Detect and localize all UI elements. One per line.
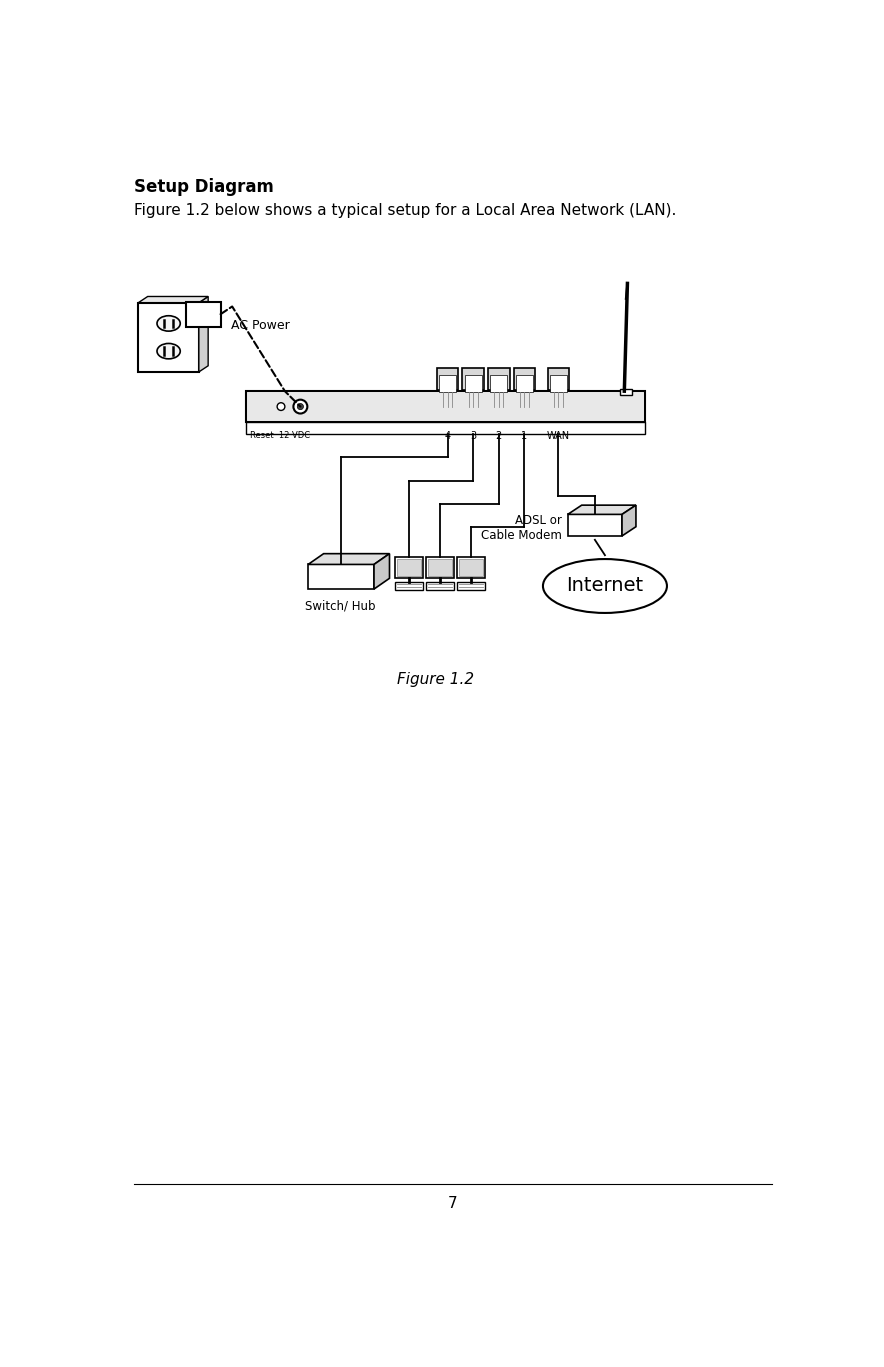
- Polygon shape: [374, 554, 390, 589]
- Text: Setup Diagram: Setup Diagram: [133, 178, 274, 195]
- Text: Switch/ Hub: Switch/ Hub: [306, 600, 376, 612]
- Bar: [547, 368, 569, 390]
- Text: Figure 1.2 below shows a typical setup for a Local Area Network (LAN).: Figure 1.2 below shows a typical setup f…: [133, 202, 676, 217]
- Circle shape: [293, 399, 308, 414]
- Bar: [187, 302, 221, 327]
- Bar: [246, 391, 645, 422]
- Bar: [516, 375, 533, 392]
- Text: Reset  12 VDC: Reset 12 VDC: [250, 431, 310, 440]
- Bar: [397, 559, 421, 576]
- Circle shape: [277, 403, 285, 410]
- Circle shape: [297, 403, 303, 410]
- Text: Internet: Internet: [567, 577, 644, 596]
- Bar: [462, 368, 484, 390]
- Bar: [457, 556, 484, 578]
- Text: ADSL or
Cable Modem: ADSL or Cable Modem: [481, 514, 561, 543]
- Text: Figure 1.2: Figure 1.2: [398, 673, 475, 688]
- Bar: [428, 559, 452, 576]
- Bar: [550, 375, 567, 392]
- Polygon shape: [622, 506, 636, 536]
- Polygon shape: [199, 297, 208, 372]
- Bar: [139, 302, 199, 372]
- Bar: [491, 375, 507, 392]
- Text: 7: 7: [448, 1196, 458, 1211]
- Bar: [246, 422, 645, 435]
- Polygon shape: [139, 297, 208, 302]
- Polygon shape: [309, 554, 390, 565]
- Bar: [465, 375, 482, 392]
- Bar: [309, 565, 374, 589]
- Bar: [457, 582, 484, 589]
- Bar: [620, 388, 632, 395]
- Text: 1: 1: [522, 431, 528, 442]
- Bar: [426, 582, 453, 589]
- Ellipse shape: [157, 316, 180, 331]
- Text: 2: 2: [496, 431, 502, 442]
- Text: AC Power: AC Power: [231, 320, 289, 332]
- Text: WAN: WAN: [547, 431, 570, 442]
- Polygon shape: [568, 506, 636, 514]
- Text: 3: 3: [470, 431, 476, 442]
- Bar: [437, 368, 459, 390]
- Bar: [514, 368, 535, 390]
- Ellipse shape: [543, 559, 667, 612]
- Bar: [426, 556, 453, 578]
- Bar: [248, 392, 644, 421]
- Bar: [395, 582, 423, 589]
- Bar: [488, 368, 509, 390]
- Bar: [568, 514, 622, 536]
- Text: 4: 4: [445, 431, 451, 442]
- Bar: [460, 559, 483, 576]
- Bar: [395, 556, 423, 578]
- Ellipse shape: [157, 343, 180, 360]
- Bar: [439, 375, 456, 392]
